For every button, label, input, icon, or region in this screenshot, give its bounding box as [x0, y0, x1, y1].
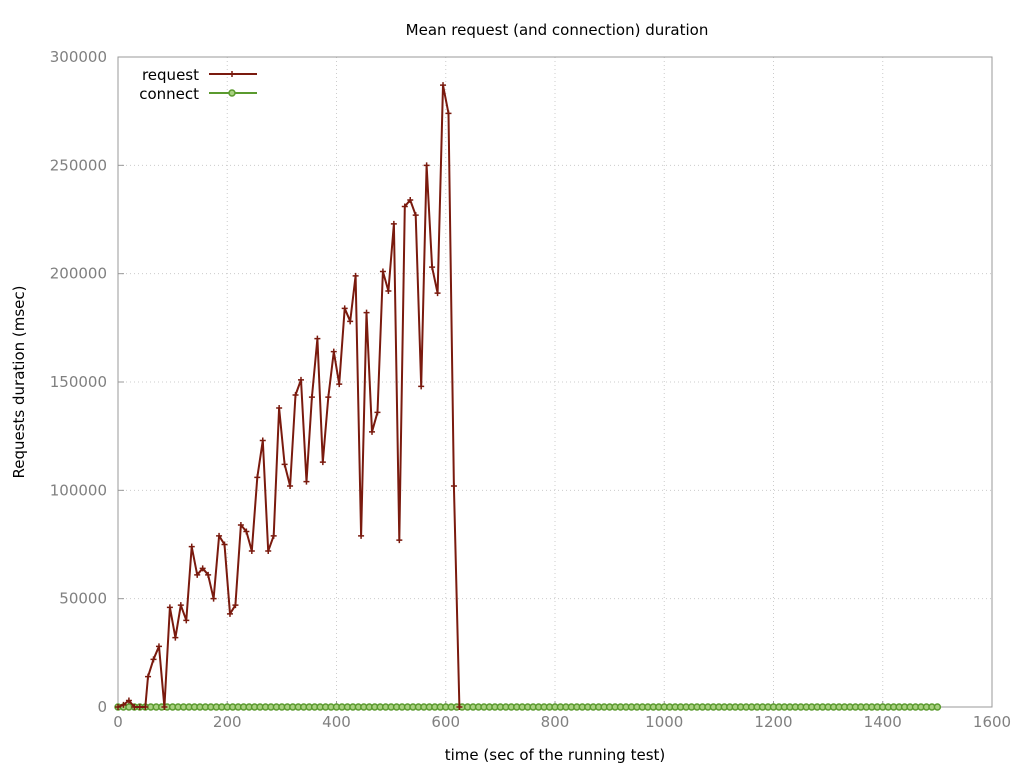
chart-title: Mean request (and connection) duration: [406, 21, 709, 39]
request-point: [434, 290, 441, 297]
x-tick-label: 800: [541, 713, 570, 731]
request-point: [243, 528, 250, 535]
request-point: [177, 602, 184, 609]
grid-lines: [118, 57, 992, 707]
request-point: [216, 532, 223, 539]
request-point: [183, 617, 190, 624]
request-point: [259, 437, 266, 444]
request-line: [117, 84, 461, 708]
request-point: [145, 673, 152, 680]
request-point: [237, 522, 244, 528]
request-point: [445, 110, 452, 117]
request-point: [440, 82, 447, 89]
request-point: [352, 272, 359, 279]
request-point: [150, 656, 157, 663]
y-tick-label: 50000: [59, 590, 107, 608]
request-point: [115, 704, 121, 710]
x-tick-label: 200: [213, 713, 242, 731]
y-tick-label: 250000: [50, 156, 107, 174]
request-point: [423, 162, 430, 169]
y-tick-label: 100000: [50, 481, 107, 499]
request-point: [297, 376, 304, 383]
request-point: [412, 212, 419, 219]
x-axis-label: time (sec of the running test): [445, 746, 666, 764]
request-point: [199, 565, 206, 572]
legend-label-connect: connect: [139, 85, 199, 103]
request-point: [155, 643, 162, 650]
request-point: [374, 409, 381, 416]
y-tick-label: 200000: [50, 265, 107, 283]
request-point: [194, 571, 201, 578]
request-point: [358, 532, 365, 539]
request-point: [308, 394, 315, 401]
y-axis-label: Requests duration (msec): [10, 285, 28, 478]
axis-ticks: 0 200 400 600 800 1000 1200 1400 1600 0 50000 10000…: [50, 48, 1011, 731]
x-tick-label: 1400: [864, 713, 902, 731]
request-point: [330, 348, 337, 355]
request-point: [254, 474, 261, 481]
x-tick-label: 600: [431, 713, 460, 731]
request-point: [188, 543, 195, 550]
x-tick-label: 1200: [754, 713, 792, 731]
request-point: [292, 392, 299, 398]
request-point: [450, 483, 457, 489]
request-point: [210, 595, 217, 602]
request-point: [172, 634, 179, 641]
request-point: [281, 461, 288, 468]
request-point: [226, 610, 233, 617]
request-point: [221, 541, 228, 548]
request-point: [407, 197, 414, 203]
y-tick-label: 300000: [50, 48, 107, 66]
connect-point: [933, 703, 942, 711]
request-point: [418, 383, 425, 390]
y-tick-label: 150000: [50, 373, 107, 391]
request-point: [303, 478, 310, 485]
request-point: [166, 604, 173, 611]
request-point: [429, 264, 436, 271]
request-point: [276, 405, 283, 411]
request-point: [325, 394, 332, 401]
request-point: [385, 288, 392, 294]
request-point: [161, 704, 168, 710]
request-point: [265, 548, 272, 554]
request-point: [319, 459, 326, 466]
series-connect: [114, 703, 942, 711]
request-point: [270, 532, 277, 539]
x-tick-label: 400: [322, 713, 351, 731]
request-point: [205, 571, 212, 578]
request-point: [369, 428, 376, 435]
series-request: [115, 82, 463, 710]
request-point: [142, 704, 149, 710]
x-tick-label: 0: [113, 713, 123, 731]
request-point: [232, 602, 239, 609]
request-point: [314, 335, 321, 342]
legend-label-request: request: [142, 66, 199, 84]
request-point: [287, 483, 294, 489]
legend-marker-connect: [228, 89, 236, 97]
x-tick-label: 1000: [645, 713, 683, 731]
legend: request connect: [139, 66, 257, 103]
x-tick-label: 1600: [973, 713, 1011, 731]
request-point: [401, 203, 408, 210]
request-point: [390, 220, 397, 227]
request-point: [341, 305, 348, 312]
request-point: [125, 697, 132, 704]
request-point: [336, 381, 343, 388]
request-point: [396, 537, 403, 544]
request-point: [120, 701, 127, 708]
request-point: [456, 704, 463, 710]
y-tick-label: 0: [97, 698, 107, 716]
request-point: [131, 704, 138, 710]
legend-marker-request: [229, 71, 235, 77]
request-point: [248, 548, 255, 554]
request-point: [363, 309, 370, 316]
series-lines: [114, 82, 942, 711]
request-point: [347, 318, 354, 325]
request-point: [379, 268, 386, 275]
request-point: [136, 704, 143, 710]
